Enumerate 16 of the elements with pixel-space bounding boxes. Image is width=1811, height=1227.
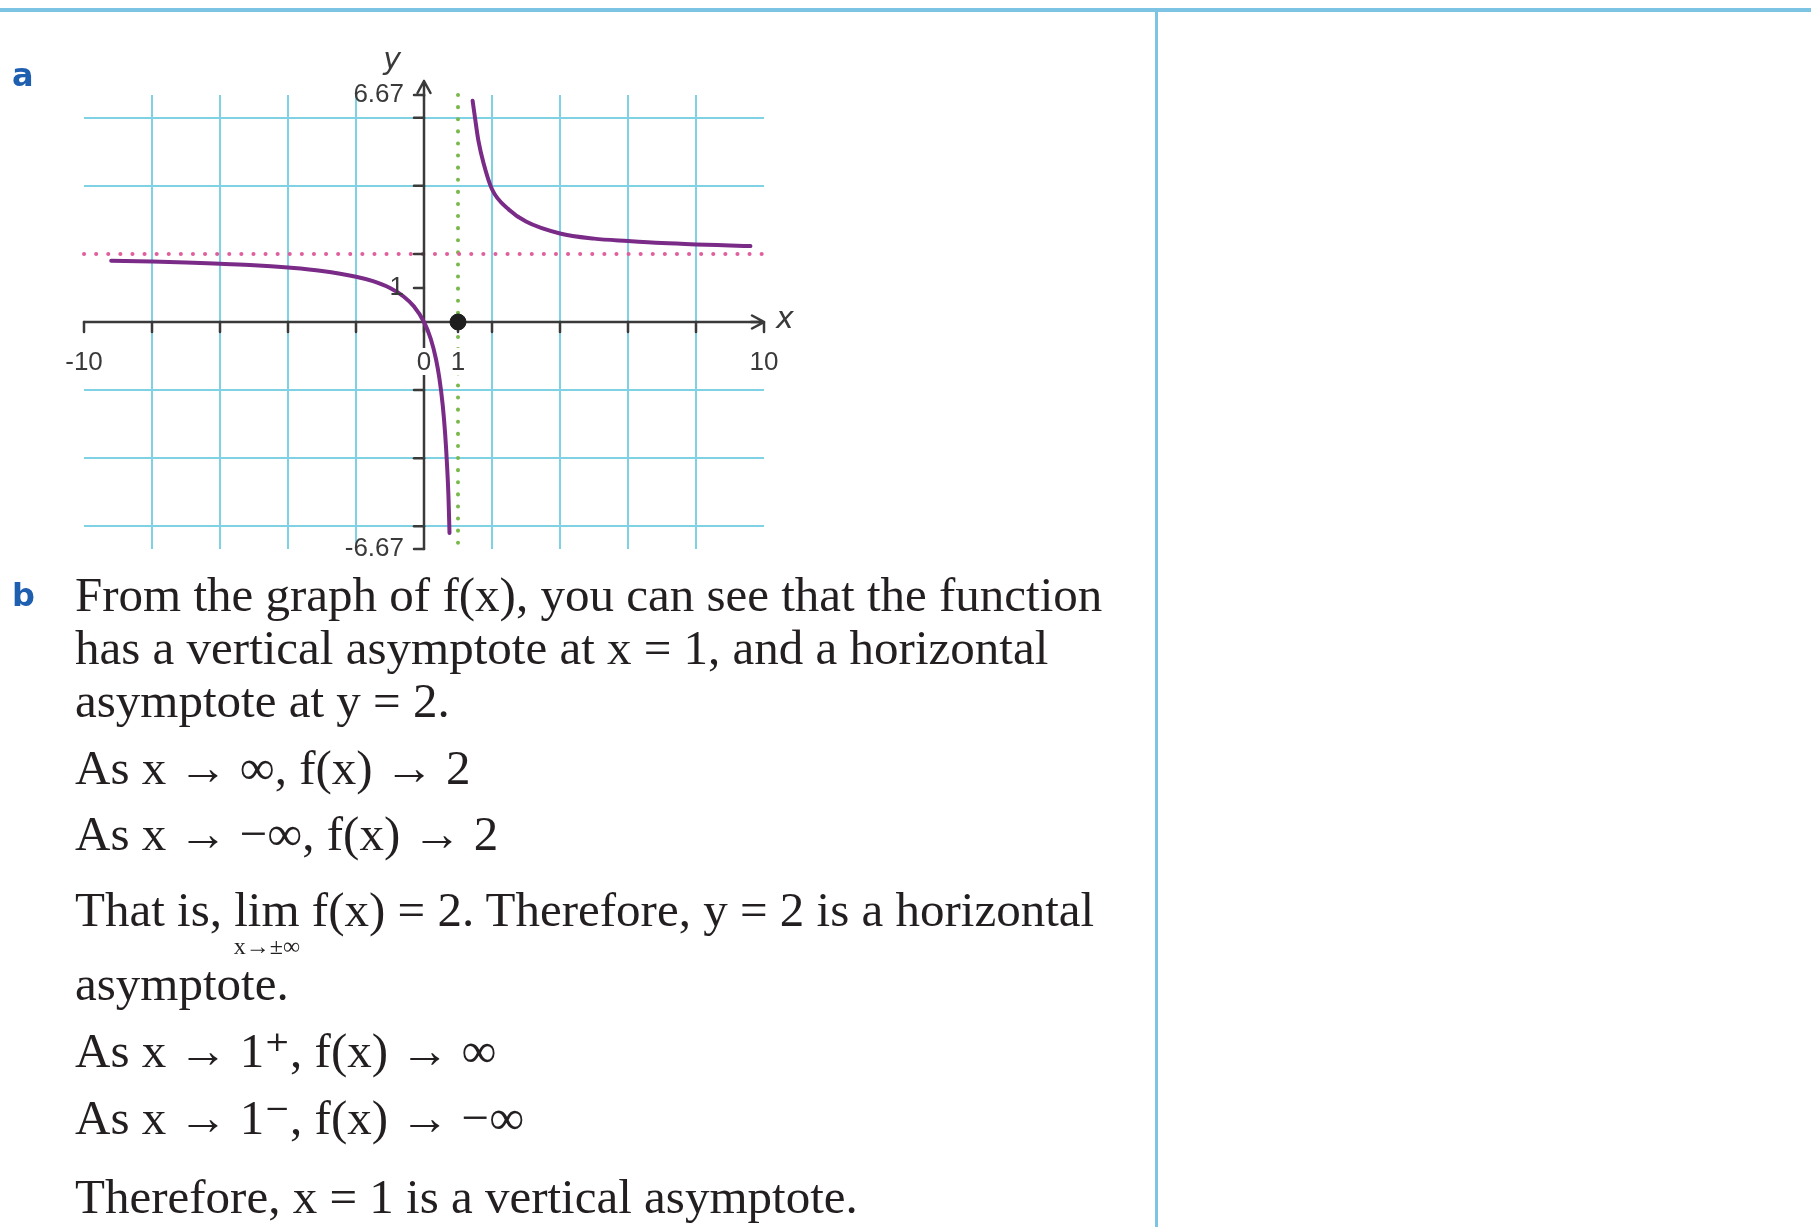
text: a: [12, 55, 34, 95]
text: As x → −∞, f(x) → 2: [75, 806, 500, 861]
text: As x → ∞, f(x) → 2: [75, 740, 472, 795]
text: As x → 1⁺, f(x) → ∞: [75, 1023, 498, 1078]
text: Therefore, x = 1 is a vertical asymptote.: [75, 1169, 859, 1224]
y-tick-label: -6.67: [344, 532, 404, 563]
x-axis-title: x: [775, 299, 794, 335]
y-tick-label: 6.67: [353, 78, 404, 109]
x-tick-label: 1: [450, 346, 466, 377]
text: As x → 1⁻, f(x) → −∞: [75, 1090, 526, 1145]
y-axis-title: y: [382, 40, 403, 76]
text: b: [12, 575, 35, 615]
x-tick-label: 0: [416, 346, 432, 377]
x-tick-label: 10: [749, 346, 779, 377]
text: From the graph of f(x), you can see that the function has a vertical asymptote at x = 1, and a horizontal asymptote at y = 2.: [75, 567, 1104, 728]
x-tick-label: -10: [65, 346, 103, 377]
